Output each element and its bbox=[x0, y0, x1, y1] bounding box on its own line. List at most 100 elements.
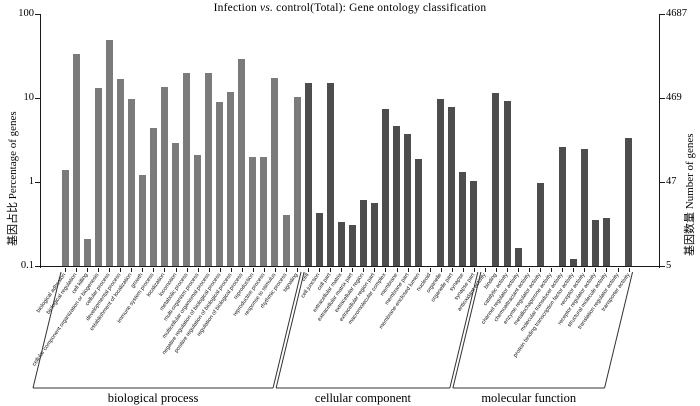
bar bbox=[183, 73, 191, 267]
group-label: cellular component bbox=[314, 391, 412, 405]
bar bbox=[194, 154, 202, 267]
x-axis-tick bbox=[484, 267, 486, 272]
bar bbox=[238, 59, 246, 267]
x-axis-tick bbox=[76, 267, 78, 272]
y-axis-tick-label-right: 5 bbox=[666, 260, 672, 271]
y-axis-tick-left bbox=[35, 265, 40, 267]
x-axis-tick bbox=[120, 267, 122, 272]
x-axis-tick bbox=[628, 267, 630, 272]
bar bbox=[591, 220, 599, 267]
x-axis-tick bbox=[374, 267, 376, 272]
x-axis-tick bbox=[341, 267, 343, 272]
x-axis-tick bbox=[308, 267, 310, 272]
bar bbox=[260, 156, 268, 267]
x-axis-tick bbox=[175, 267, 177, 272]
bar bbox=[72, 54, 80, 267]
x-axis-tick bbox=[617, 267, 619, 272]
bar bbox=[94, 88, 102, 267]
x-axis-tick bbox=[573, 267, 575, 272]
x-axis-tick bbox=[131, 267, 133, 272]
x-axis-tick bbox=[98, 267, 100, 272]
bar bbox=[271, 77, 279, 267]
bar bbox=[514, 247, 522, 267]
y-axis-tick-left bbox=[35, 97, 40, 99]
bar bbox=[381, 109, 389, 267]
x-axis-tick bbox=[440, 267, 442, 272]
x-axis-line bbox=[40, 266, 660, 267]
bar bbox=[326, 83, 334, 267]
bar bbox=[470, 180, 478, 267]
x-axis-tick bbox=[274, 267, 276, 272]
y-axis-label-right: 基因数量 Number of genes bbox=[684, 133, 696, 256]
bar bbox=[293, 96, 301, 267]
y-axis-tick-label-left: 10 bbox=[23, 92, 35, 103]
group-label: molecular function bbox=[481, 391, 577, 405]
x-axis-tick bbox=[363, 267, 365, 272]
x-axis-tick bbox=[429, 267, 431, 272]
bar bbox=[393, 126, 400, 267]
bar bbox=[172, 143, 179, 267]
x-axis-tick bbox=[219, 267, 221, 272]
bar bbox=[492, 92, 500, 267]
bar bbox=[138, 175, 146, 267]
bar bbox=[216, 101, 224, 267]
bar bbox=[348, 224, 356, 267]
y-axis-right-line bbox=[659, 14, 660, 268]
chart-title: Infection vs. control(Total): Gene ontol… bbox=[0, 2, 700, 14]
chart-title-vs: vs. bbox=[260, 2, 274, 14]
chart-title-pre: Infection bbox=[213, 2, 261, 14]
y-axis-tick-label-left: 1 bbox=[28, 176, 34, 187]
bar bbox=[370, 202, 378, 267]
x-axis-tick bbox=[330, 267, 332, 272]
x-axis-tick bbox=[153, 267, 155, 272]
x-axis-tick bbox=[551, 267, 553, 272]
bar bbox=[404, 134, 412, 267]
x-axis-tick bbox=[584, 267, 586, 272]
bar bbox=[602, 218, 610, 267]
y-axis-tick-right bbox=[660, 265, 665, 267]
bar bbox=[249, 156, 257, 267]
y-axis-tick-left bbox=[35, 13, 40, 15]
bar bbox=[359, 200, 367, 267]
x-axis-tick bbox=[286, 267, 287, 272]
bar bbox=[105, 40, 113, 267]
x-axis-tick bbox=[230, 267, 232, 272]
x-axis-tick bbox=[529, 267, 531, 272]
x-axis-tick bbox=[495, 267, 497, 272]
y-axis-tick-right bbox=[660, 181, 665, 183]
bar bbox=[304, 83, 312, 267]
x-axis-tick bbox=[407, 267, 409, 272]
x-axis-tick bbox=[252, 267, 254, 272]
x-axis-tick bbox=[87, 267, 89, 272]
x-axis-tick bbox=[418, 267, 420, 272]
bar bbox=[459, 171, 467, 267]
x-axis-tick bbox=[263, 267, 265, 272]
x-axis-tick bbox=[164, 267, 166, 272]
bar bbox=[83, 238, 91, 267]
bar bbox=[580, 148, 588, 267]
y-axis-tick-label-right: 469 bbox=[666, 92, 682, 103]
x-axis-tick bbox=[606, 267, 608, 272]
group-label: biological process bbox=[107, 391, 199, 405]
y-axis-tick-label-right: 47 bbox=[666, 176, 677, 187]
y-axis-tick-label-right: 4687 bbox=[666, 8, 687, 19]
x-axis-tick bbox=[208, 267, 210, 272]
bar bbox=[558, 147, 566, 267]
x-axis-tick bbox=[197, 267, 199, 272]
x-axis-tick bbox=[109, 267, 111, 272]
y-axis-tick-label-left: 0.1 bbox=[20, 260, 34, 271]
y-axis-tick-left bbox=[35, 181, 40, 183]
x-axis-tick bbox=[65, 267, 66, 272]
y-axis-tick-right bbox=[660, 97, 665, 99]
bar bbox=[205, 72, 213, 267]
y-axis-left-line bbox=[40, 14, 41, 268]
y-axis-tick-label-left: 100 bbox=[18, 8, 34, 19]
x-axis-tick bbox=[518, 267, 520, 272]
x-axis-tick bbox=[319, 267, 321, 272]
x-axis-tick bbox=[507, 267, 508, 272]
x-axis-tick bbox=[451, 267, 453, 272]
x-axis-tick bbox=[462, 267, 464, 272]
bar bbox=[625, 138, 633, 267]
y-axis-tick-right bbox=[660, 13, 665, 15]
